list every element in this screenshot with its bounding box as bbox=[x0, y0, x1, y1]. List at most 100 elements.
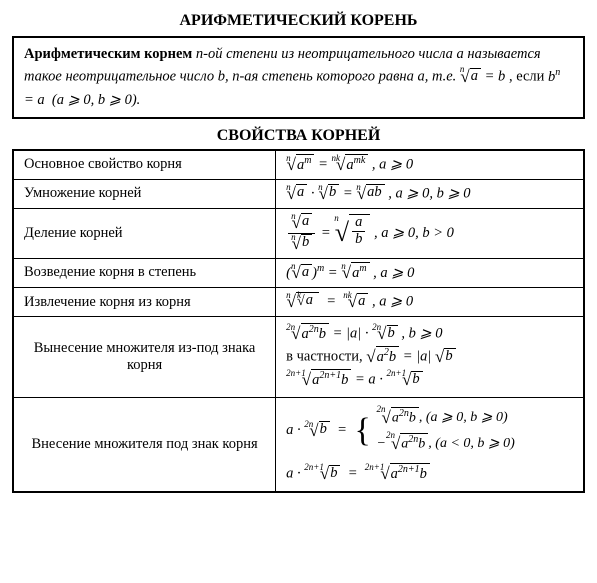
radical-body: a2nb bbox=[391, 407, 419, 426]
radical-index: n bbox=[341, 261, 346, 271]
exp-n: n bbox=[555, 67, 560, 78]
table-row: Основное свойство корня n√am = nk√amk , … bbox=[13, 150, 584, 180]
case2-cond: , (a < 0, b ⩾ 0) bbox=[428, 436, 515, 451]
radical-body: a bbox=[301, 213, 312, 230]
radical-index: 2n+1 bbox=[286, 368, 306, 378]
prop-formula: a · 2n√b = { 2n√a2nb, (a ⩾ 0, b ⩾ 0) −2n… bbox=[276, 398, 584, 493]
radical-body: b bbox=[319, 421, 330, 438]
page-title: АРИФМЕТИЧЕСКИЙ КОРЕНЬ bbox=[12, 12, 585, 30]
a: a bbox=[286, 466, 293, 482]
properties-title: СВОЙСТВА КОРНЕЙ bbox=[12, 127, 585, 145]
abs-a: |a| bbox=[346, 326, 361, 342]
radical-body: a bbox=[301, 264, 312, 281]
radical-index: n bbox=[291, 211, 296, 221]
radical-body: am bbox=[351, 262, 369, 282]
radical-index: nk bbox=[343, 290, 352, 300]
radical-body: k√a bbox=[296, 292, 319, 310]
radical-body: b bbox=[301, 234, 312, 251]
cases: 2n√a2nb, (a ⩾ 0, b ⩾ 0) −2n√a2nb, (a < 0… bbox=[377, 405, 515, 456]
radical-index: 2n bbox=[377, 403, 386, 417]
eq: = bbox=[355, 372, 365, 388]
radical-body: amk bbox=[345, 154, 368, 174]
prop-name: Извлечение корня из корня bbox=[13, 288, 276, 317]
radical-index: n bbox=[460, 63, 465, 76]
radical-body: a2nb bbox=[301, 323, 330, 343]
table-row: Умножение корней n√a · n√b = n√ab , a ⩾ … bbox=[13, 179, 584, 208]
radical-body: a2b bbox=[376, 346, 400, 366]
eq: = bbox=[333, 326, 343, 342]
definition-eq1: = b bbox=[481, 69, 505, 85]
definition-lead: Арифметическим корнем bbox=[24, 46, 192, 62]
radical-body: b bbox=[329, 465, 340, 482]
prop-name: Вынесение множителя из-под знака корня bbox=[13, 317, 276, 398]
cond: , a ⩾ 0 bbox=[372, 294, 413, 310]
dot: · bbox=[297, 422, 301, 438]
prop-name: Основное свойство корня bbox=[13, 150, 276, 180]
radical-index: 2n bbox=[372, 322, 381, 332]
radical-index: nk bbox=[332, 153, 341, 163]
radical-index: n bbox=[286, 182, 291, 192]
dot: · bbox=[311, 185, 315, 201]
radical-index: n bbox=[291, 232, 296, 242]
radical-body: a bbox=[470, 68, 481, 85]
radical-body: ab bbox=[349, 214, 370, 250]
cond: , a ⩾ 0 bbox=[372, 156, 413, 172]
eq: = bbox=[321, 225, 331, 241]
radical-index: n bbox=[334, 213, 339, 223]
definition-box: Арифметическим корнем n-ой степени из не… bbox=[12, 36, 585, 119]
brace-icon: { bbox=[355, 414, 371, 448]
radical-body: a bbox=[305, 292, 316, 309]
cond: , a ⩾ 0 bbox=[373, 265, 414, 281]
table-row: Внесение множителя под знак корня a · 2n… bbox=[13, 398, 584, 493]
eq: = bbox=[348, 466, 358, 482]
radical-symbol: √ bbox=[435, 347, 444, 367]
radical-index: n bbox=[356, 182, 361, 192]
radical-index: 2n bbox=[286, 322, 295, 332]
radical-body: b bbox=[444, 348, 455, 365]
a: a bbox=[368, 372, 375, 388]
eq: = bbox=[318, 156, 328, 172]
table-row: Деление корней n√a n√b = n√ab , a ⩾ 0, b… bbox=[13, 208, 584, 258]
cond: , a ⩾ 0, b > 0 bbox=[374, 225, 454, 241]
radical-body: ab bbox=[366, 184, 385, 201]
radical-index: k bbox=[297, 291, 301, 301]
prop-name: Возведение корня в степень bbox=[13, 258, 276, 288]
table-row: Возведение корня в степень (n√a)m = n√am… bbox=[13, 258, 584, 288]
radical-index: n bbox=[286, 290, 291, 300]
eq: = bbox=[343, 185, 353, 201]
radical-index: n bbox=[286, 153, 291, 163]
cond: , b ⩾ 0 bbox=[401, 326, 442, 342]
prop-formula: (n√a)m = n√am , a ⩾ 0 bbox=[276, 258, 584, 288]
prop-name: Умножение корней bbox=[13, 179, 276, 208]
radical-index: n bbox=[291, 261, 296, 271]
properties-table: Основное свойство корня n√am = nk√amk , … bbox=[12, 149, 585, 494]
table-row: Вынесение множителя из-под знака корня 2… bbox=[13, 317, 584, 398]
eq: = bbox=[328, 265, 338, 281]
prop-formula: 2n√a2nb = |a| · 2n√b , b ⩾ 0 в частности… bbox=[276, 317, 584, 398]
cond: , a ⩾ 0, b ⩾ 0 bbox=[388, 185, 470, 201]
radical-index: 2n+1 bbox=[365, 462, 385, 472]
prop-name: Деление корней bbox=[13, 208, 276, 258]
exp-m: m bbox=[317, 263, 324, 274]
prop-formula: n√am = nk√amk , a ⩾ 0 bbox=[276, 150, 584, 180]
radical-index: 2n bbox=[386, 429, 395, 443]
radical-body: a2n+1b bbox=[311, 369, 351, 389]
in-particular: в частности, bbox=[286, 349, 366, 365]
table-row: Извлечение корня из корня n√k√a = nk√a ,… bbox=[13, 288, 584, 317]
abs-a: |a| bbox=[416, 349, 431, 365]
prop-formula: n√a · n√b = n√ab , a ⩾ 0, b ⩾ 0 bbox=[276, 179, 584, 208]
case1-cond: , (a ⩾ 0, b ⩾ 0) bbox=[419, 410, 508, 425]
fraction: n√a n√b bbox=[288, 213, 315, 254]
prop-formula: n√a n√b = n√ab , a ⩾ 0, b > 0 bbox=[276, 208, 584, 258]
radical-index: n bbox=[318, 182, 323, 192]
definition-radical: n√a bbox=[460, 65, 481, 90]
prop-formula: n√k√a = nk√a , a ⩾ 0 bbox=[276, 288, 584, 317]
radical-body: b bbox=[387, 325, 398, 342]
radical-body: b bbox=[328, 184, 339, 201]
radical-body: a bbox=[296, 184, 307, 201]
prop-name: Внесение множителя под знак корня bbox=[13, 398, 276, 493]
radical-body: a bbox=[357, 293, 368, 310]
eq: = bbox=[403, 349, 413, 365]
dot: · bbox=[365, 326, 369, 342]
radical-index: 2n+1 bbox=[304, 462, 324, 472]
